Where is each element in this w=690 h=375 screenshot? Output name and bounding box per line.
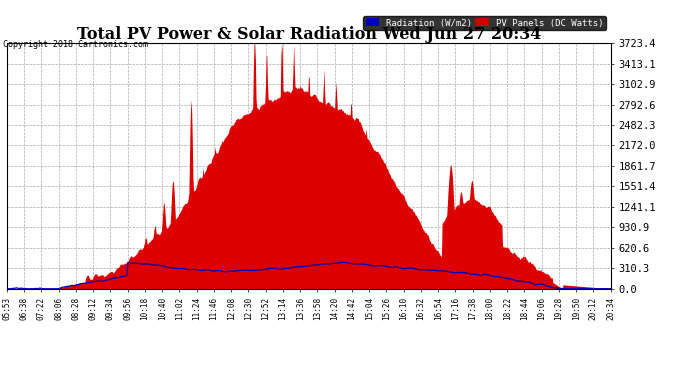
Title: Total PV Power & Solar Radiation Wed Jun 27 20:34: Total PV Power & Solar Radiation Wed Jun…: [77, 26, 541, 43]
Legend: Radiation (W/m2), PV Panels (DC Watts): Radiation (W/m2), PV Panels (DC Watts): [363, 16, 606, 30]
Text: Copyright 2018 Cartronics.com: Copyright 2018 Cartronics.com: [3, 40, 148, 49]
